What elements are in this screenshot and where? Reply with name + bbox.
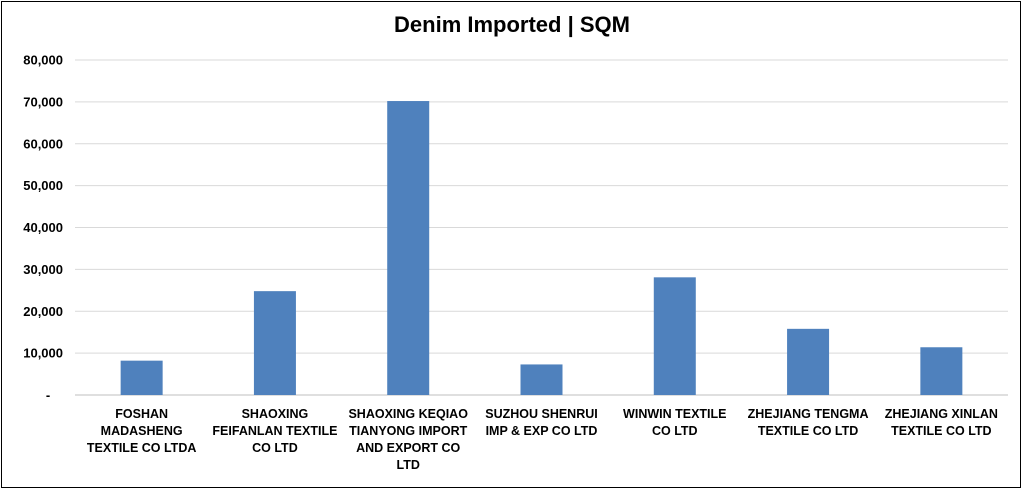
bar — [387, 101, 430, 395]
x-category-label: ZHEJIANG XINLAN TEXTILE CO LTD — [885, 407, 998, 438]
x-category-label-line: AND EXPORT CO — [356, 441, 460, 455]
x-category-label: SHAOXING KEQIAO TIANYONG IMPORT AND EXPORT… — [348, 407, 468, 472]
x-category-label-line: WINWIN TEXTILE — [623, 407, 726, 421]
x-category-label-line: TIANYONG IMPORT — [349, 424, 467, 438]
bar — [653, 277, 696, 395]
x-category-label-line: MADASHENG — [101, 424, 183, 438]
x-category-label: WINWIN TEXTILE CO LTD — [623, 407, 726, 438]
y-tick-label: 80,000 — [23, 53, 63, 68]
x-category-label: ZHEJIANG TENGMA TEXTILE CO LTD — [748, 407, 869, 438]
bar — [920, 347, 963, 395]
x-category-label-line: CO LTD — [252, 441, 298, 455]
bar — [120, 360, 163, 395]
y-tick-label: 30,000 — [23, 262, 63, 277]
x-category-label: SHAOXING FEIFANLAN TEXTILE CO LTD — [212, 407, 337, 455]
x-category-label-line: LTD — [397, 458, 420, 472]
y-tick-label: - — [46, 388, 50, 403]
x-category-label-line: TEXTILE CO LTDA — [87, 441, 197, 455]
x-category-label-line: SUZHOU SHENRUI — [485, 407, 598, 421]
y-tick-label: 60,000 — [23, 136, 63, 151]
x-category-label-line: CO LTD — [652, 424, 698, 438]
y-tick-label: 10,000 — [23, 346, 63, 361]
x-category-label-line: SHAOXING KEQIAO — [348, 407, 468, 421]
y-tick-label: 20,000 — [23, 304, 63, 319]
x-category-label-line: IMP & EXP CO LTD — [486, 424, 598, 438]
x-category-label-line: FEIFANLAN TEXTILE — [212, 424, 337, 438]
bar — [787, 328, 830, 395]
x-category-label-line: SHAOXING — [242, 407, 309, 421]
y-tick-label: 70,000 — [23, 94, 63, 109]
x-category-label: SUZHOU SHENRUI IMP & EXP CO LTD — [485, 407, 598, 438]
bar — [253, 291, 296, 395]
x-category-label-line: FOSHAN — [115, 407, 168, 421]
x-category-label-line: ZHEJIANG XINLAN — [885, 407, 998, 421]
y-tick-label: 40,000 — [23, 220, 63, 235]
bar — [520, 364, 563, 395]
x-category-label-line: TEXTILE CO LTD — [758, 424, 858, 438]
y-tick-label: 50,000 — [23, 178, 63, 193]
x-category-label-line: ZHEJIANG TENGMA — [748, 407, 869, 421]
x-category-label: FOSHAN MADASHENG TEXTILE CO LTDA — [87, 407, 197, 455]
x-category-label-line: TEXTILE CO LTD — [891, 424, 991, 438]
chart-title: Denim Imported | SQM — [394, 12, 630, 37]
